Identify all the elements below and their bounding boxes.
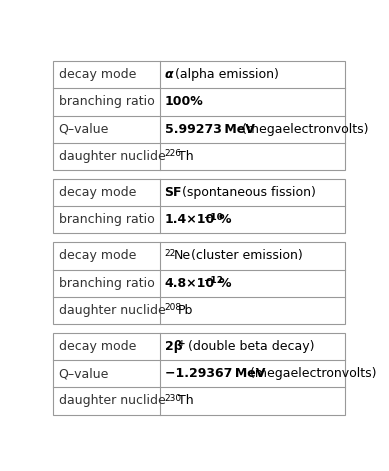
Text: 208: 208 [165, 303, 182, 312]
Text: Th: Th [178, 395, 193, 407]
Text: −12: −12 [203, 276, 223, 285]
Text: %: % [219, 213, 231, 226]
Text: +: + [178, 340, 186, 349]
Text: Pb: Pb [178, 304, 193, 317]
Text: 2β: 2β [165, 340, 182, 353]
Text: (cluster emission): (cluster emission) [187, 250, 302, 262]
Text: decay mode: decay mode [59, 340, 136, 353]
Text: α: α [165, 68, 173, 81]
Text: decay mode: decay mode [59, 186, 136, 199]
Text: daughter nuclide: daughter nuclide [59, 395, 165, 407]
Text: Th: Th [178, 150, 193, 163]
Bar [53, 243, 345, 324]
Bar [53, 333, 345, 414]
Text: decay mode: decay mode [59, 68, 136, 81]
Text: branching ratio: branching ratio [59, 96, 154, 108]
Text: SF: SF [165, 186, 182, 199]
Text: (double beta decay): (double beta decay) [184, 340, 315, 353]
Text: (megaelectronvolts): (megaelectronvolts) [234, 122, 369, 136]
Text: daughter nuclide: daughter nuclide [59, 150, 165, 163]
Text: Q–value: Q–value [59, 367, 109, 380]
Text: decay mode: decay mode [59, 250, 136, 262]
Text: 22: 22 [165, 249, 176, 258]
Text: (spontaneous fission): (spontaneous fission) [178, 186, 316, 199]
Text: 1.4×10: 1.4×10 [165, 213, 215, 226]
Text: %: % [219, 276, 231, 290]
Text: branching ratio: branching ratio [59, 213, 154, 226]
Bar [53, 243, 345, 324]
Text: 4.8×10: 4.8×10 [165, 276, 215, 290]
Bar [53, 179, 345, 233]
Text: (megaelectronvolts): (megaelectronvolts) [242, 367, 377, 380]
Text: (alpha emission): (alpha emission) [171, 68, 279, 81]
Text: Q–value: Q–value [59, 122, 109, 136]
Text: 226: 226 [165, 149, 182, 158]
Text: Ne: Ne [173, 250, 190, 262]
Bar [53, 179, 345, 233]
Bar [53, 61, 345, 170]
Text: −10: −10 [203, 212, 223, 221]
Text: daughter nuclide: daughter nuclide [59, 304, 165, 317]
Text: branching ratio: branching ratio [59, 276, 154, 290]
Bar [53, 333, 345, 414]
Text: 5.99273 MeV: 5.99273 MeV [165, 122, 254, 136]
Text: 100%: 100% [165, 96, 203, 108]
Text: −1.29367 MeV: −1.29367 MeV [165, 367, 265, 380]
Bar [53, 61, 345, 170]
Text: 230: 230 [165, 394, 182, 403]
